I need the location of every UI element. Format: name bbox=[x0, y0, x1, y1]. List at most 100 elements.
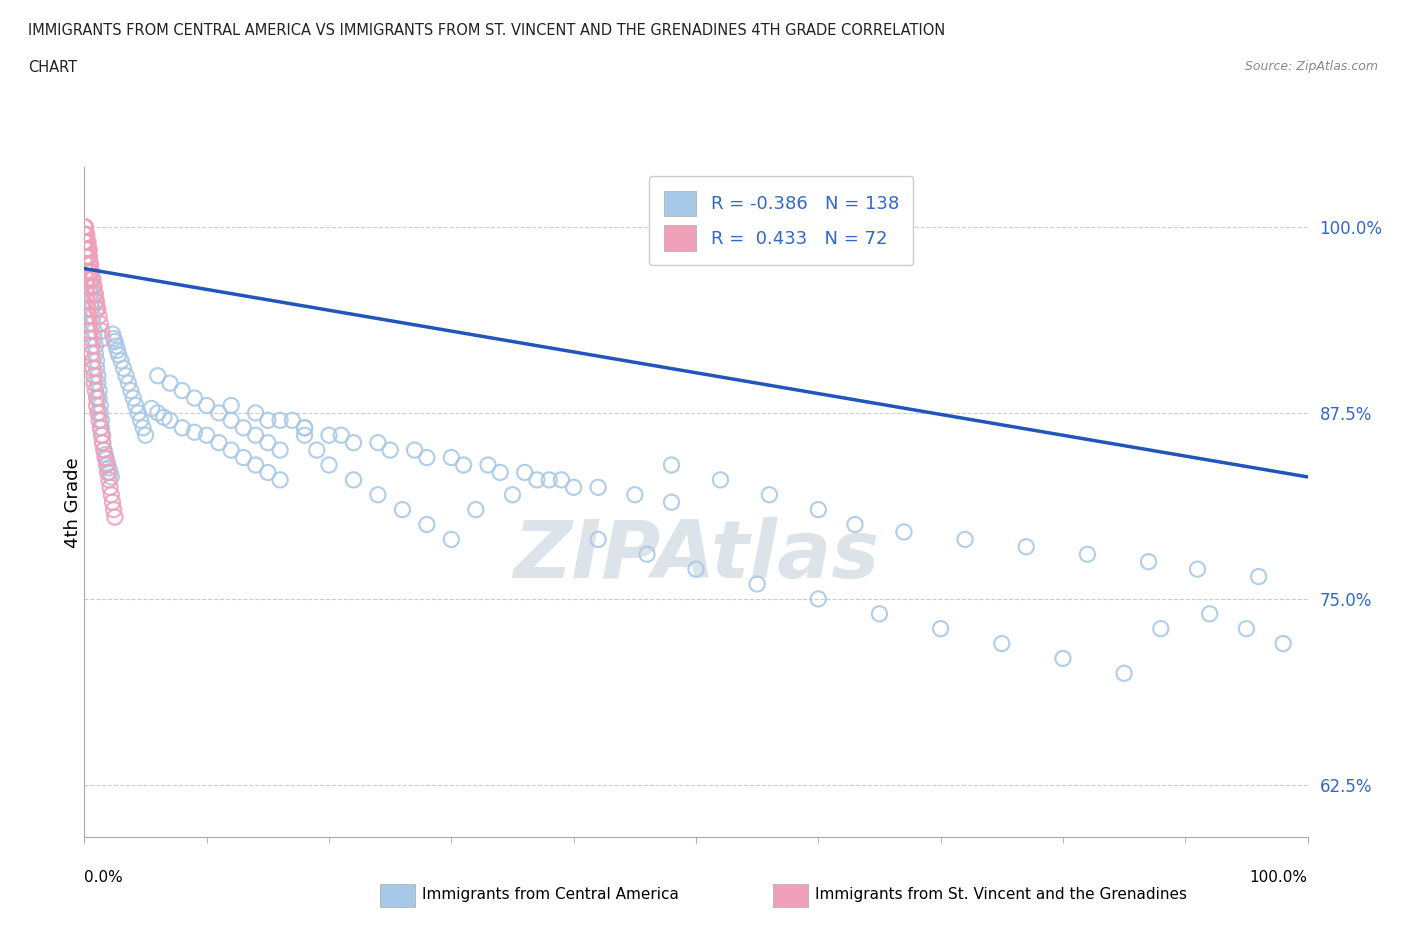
Point bbox=[294, 420, 316, 435]
Point bbox=[586, 532, 609, 547]
Point bbox=[342, 435, 364, 450]
Point bbox=[464, 502, 486, 517]
Point bbox=[86, 353, 108, 368]
Point bbox=[89, 398, 111, 413]
Point bbox=[79, 257, 101, 272]
Point bbox=[219, 398, 242, 413]
Point bbox=[82, 272, 104, 286]
Point bbox=[269, 443, 291, 458]
Point bbox=[76, 234, 98, 249]
Point bbox=[281, 413, 304, 428]
Text: CHART: CHART bbox=[28, 60, 77, 75]
Point bbox=[79, 286, 101, 301]
Point bbox=[87, 376, 110, 391]
Text: 0.0%: 0.0% bbox=[84, 870, 124, 884]
Point bbox=[75, 234, 97, 249]
Point bbox=[87, 368, 110, 383]
Point bbox=[96, 452, 118, 467]
Point bbox=[90, 428, 112, 443]
Text: 100.0%: 100.0% bbox=[1250, 870, 1308, 884]
Point bbox=[91, 435, 114, 450]
Point bbox=[82, 353, 104, 368]
Point bbox=[77, 309, 100, 324]
Point bbox=[1114, 666, 1136, 681]
Point bbox=[87, 413, 110, 428]
Point bbox=[709, 472, 731, 487]
Point bbox=[990, 636, 1012, 651]
Point bbox=[96, 458, 118, 472]
Point bbox=[294, 428, 316, 443]
Text: Immigrants from Central America: Immigrants from Central America bbox=[422, 887, 679, 902]
Point bbox=[269, 413, 291, 428]
Point bbox=[208, 405, 231, 420]
Point bbox=[330, 428, 353, 443]
Point bbox=[115, 368, 138, 383]
Point bbox=[183, 425, 205, 440]
Point bbox=[257, 413, 280, 428]
Point bbox=[79, 279, 101, 294]
Point bbox=[75, 249, 97, 264]
Point bbox=[83, 376, 105, 391]
Point bbox=[80, 339, 103, 353]
Point bbox=[100, 487, 122, 502]
Point bbox=[103, 502, 125, 517]
Point bbox=[1015, 539, 1038, 554]
Point bbox=[97, 472, 120, 487]
Point bbox=[77, 272, 100, 286]
Point bbox=[1198, 606, 1220, 621]
Point bbox=[86, 301, 108, 316]
Point bbox=[77, 242, 100, 257]
Point bbox=[82, 361, 104, 376]
Point bbox=[77, 242, 100, 257]
Point bbox=[416, 450, 439, 465]
Point bbox=[75, 219, 97, 234]
Point bbox=[89, 420, 111, 435]
Point bbox=[84, 339, 107, 353]
Text: Source: ZipAtlas.com: Source: ZipAtlas.com bbox=[1244, 60, 1378, 73]
Point bbox=[98, 480, 121, 495]
Point bbox=[1247, 569, 1270, 584]
Point bbox=[893, 525, 915, 539]
Point bbox=[685, 562, 707, 577]
Point bbox=[661, 458, 683, 472]
Point bbox=[80, 301, 103, 316]
Point bbox=[127, 405, 149, 420]
Point bbox=[661, 495, 683, 510]
Point bbox=[76, 234, 98, 249]
Point bbox=[929, 621, 952, 636]
Point bbox=[77, 249, 100, 264]
Point bbox=[94, 450, 117, 465]
Point bbox=[82, 279, 104, 294]
Point bbox=[75, 257, 97, 272]
Point bbox=[141, 401, 163, 416]
Point bbox=[318, 458, 340, 472]
Point bbox=[105, 339, 128, 353]
Point bbox=[84, 383, 107, 398]
Point bbox=[77, 249, 100, 264]
Point bbox=[77, 242, 100, 257]
Point bbox=[245, 428, 267, 443]
Point bbox=[77, 316, 100, 331]
Point bbox=[80, 272, 103, 286]
Point bbox=[101, 495, 124, 510]
Point bbox=[91, 428, 114, 443]
Point bbox=[318, 428, 340, 443]
Point bbox=[75, 264, 97, 279]
Point bbox=[91, 435, 114, 450]
Point bbox=[77, 264, 100, 279]
Point bbox=[245, 458, 267, 472]
Point bbox=[367, 435, 389, 450]
Point bbox=[416, 517, 439, 532]
Y-axis label: 4th Grade: 4th Grade bbox=[65, 457, 82, 548]
Point bbox=[101, 326, 124, 341]
Point bbox=[513, 465, 536, 480]
Point bbox=[77, 294, 100, 309]
Point bbox=[73, 234, 96, 249]
Point bbox=[90, 324, 112, 339]
Point bbox=[93, 443, 115, 458]
Point bbox=[76, 286, 98, 301]
Point bbox=[86, 391, 108, 405]
Point bbox=[953, 532, 976, 547]
Point bbox=[129, 413, 152, 428]
Text: Immigrants from St. Vincent and the Grenadines: Immigrants from St. Vincent and the Gren… bbox=[815, 887, 1188, 902]
